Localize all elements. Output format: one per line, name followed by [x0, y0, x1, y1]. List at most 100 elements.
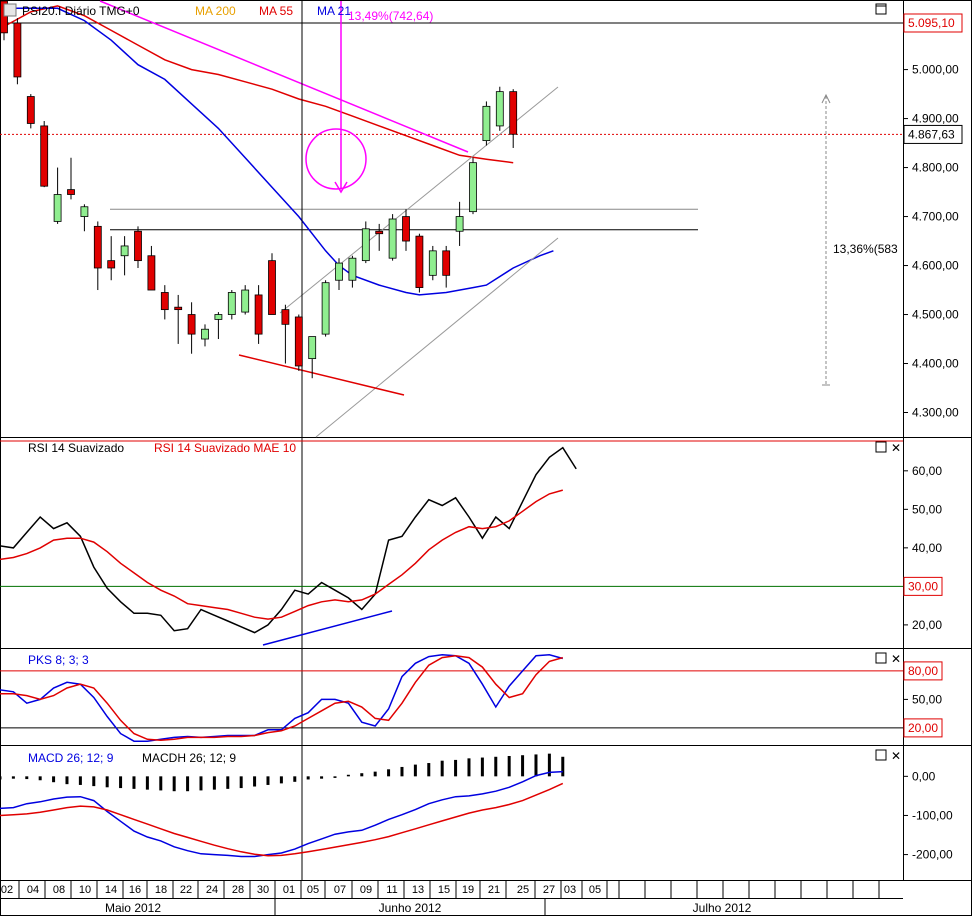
macd-histogram-bar [440, 760, 444, 777]
pks-slow-line [0, 654, 564, 742]
rsi-tick-label: 20,00 [912, 618, 942, 632]
xaxis-day-label: 10 [79, 884, 91, 896]
maximize-icon[interactable] [875, 3, 887, 15]
xaxis-day-label: 27 [543, 884, 555, 896]
measure-percent-label: 13,36%(583 [833, 242, 898, 256]
price-tick-label: 4.800,00 [912, 161, 959, 175]
rsi-signal-line [0, 489, 564, 620]
ma21-label[interactable]: MA 21 [317, 4, 351, 18]
xaxis-day-label: 15 [438, 884, 450, 896]
xaxis-day-label: 01 [283, 884, 295, 896]
macd-histogram-bar [521, 755, 525, 777]
rsi-line [0, 446, 577, 634]
macdh-label[interactable]: MACDH 26; 12; 9 [142, 751, 236, 765]
arrow-percent-label: 13,49%(742,64) [348, 9, 433, 23]
price-tick-label: 4.700,00 [912, 210, 959, 224]
chart-menu-icon[interactable] [3, 3, 17, 17]
price-tick-label: 4.900,00 [912, 112, 959, 126]
macd-histogram-bar [145, 776, 149, 790]
macd-histogram-bar [360, 773, 364, 777]
pks-level-tag-label: 20,00 [908, 721, 938, 735]
macd-label[interactable]: MACD 26; 12; 9 [28, 751, 114, 765]
macd-histogram-bar [105, 776, 109, 788]
candle-up [227, 292, 236, 315]
macd-histogram-bar [427, 763, 431, 777]
candle-down [0, 0, 8, 34]
candle-up [120, 245, 129, 257]
macd-close-icon[interactable]: ✕ [891, 749, 901, 763]
macd-histogram-bar [25, 776, 29, 780]
highlight-circle [305, 128, 367, 190]
pks-level-tag-label: 80,00 [908, 664, 938, 678]
macd-histogram-bar [480, 757, 484, 777]
macd-histogram-bar [413, 764, 417, 777]
macd-histogram-bar [0, 776, 2, 780]
candle-up [455, 216, 464, 232]
xaxis-day-label: 04 [27, 884, 39, 896]
candle-up [428, 250, 437, 276]
macd-histogram-bar [78, 776, 82, 785]
rsi-tick-label: 40,00 [912, 541, 942, 555]
candle-down [509, 91, 518, 135]
xaxis-day-label: 19 [462, 884, 474, 896]
rsi-mae-label[interactable]: RSI 14 Suavizado MAE 10 [154, 441, 296, 455]
price-tag [903, 124, 963, 144]
xaxis-day-label: 21 [488, 884, 500, 896]
candle-up [361, 228, 370, 262]
xaxis-day-label: 13 [412, 884, 424, 896]
macd-histogram-bar [400, 766, 404, 777]
macd-histogram-bar [279, 776, 283, 784]
candle-down [174, 306, 183, 311]
macd-histogram-bar [266, 776, 270, 785]
macd-histogram-bar [507, 755, 511, 777]
pks-close-icon[interactable]: ✕ [891, 652, 901, 666]
candle-down [281, 309, 290, 325]
macd-tick-label: -200,00 [912, 848, 953, 862]
macd-signal-line [0, 782, 564, 857]
xaxis-day-label: 05 [589, 884, 601, 896]
pks-maximize-icon[interactable] [875, 652, 887, 664]
candle-down [442, 250, 451, 276]
rsi-tick-label: 60,00 [912, 464, 942, 478]
macd-histogram-bar [239, 776, 243, 789]
macd-panel-header: MACD 26; 12; 9 MACDH 26; 12; 9 ✕ [28, 749, 901, 765]
xaxis-day-label: 22 [180, 884, 192, 896]
arrow-head-icon [334, 181, 348, 194]
pks-fast-line [0, 654, 563, 742]
candle-down [26, 96, 35, 124]
macd-line [0, 770, 563, 858]
price-tick-label: 4.300,00 [912, 406, 959, 420]
macd-histogram-bar [547, 753, 551, 777]
ma55-label[interactable]: MA 55 [259, 4, 293, 18]
rsi-maximize-icon[interactable] [875, 441, 887, 453]
candle-down [268, 260, 276, 315]
macd-histogram-bar [11, 776, 15, 779]
rsi-label[interactable]: RSI 14 Suavizado [28, 441, 124, 455]
ma200-label[interactable]: MA 200 [195, 4, 236, 18]
xaxis-month-label: Julho 2012 [693, 901, 752, 915]
xaxis-day-label: 16 [129, 884, 141, 896]
xaxis-day-label: 25 [517, 884, 529, 896]
price-tag-label: 4.867,63 [908, 127, 955, 141]
xaxis-day-label: 24 [206, 884, 218, 896]
pks-label[interactable]: PKS 8; 3; 3 [28, 653, 89, 667]
rsi-tick-label: 50,00 [912, 502, 942, 516]
macd-histogram-bar [293, 776, 297, 782]
macd-histogram-bar [467, 758, 471, 777]
pks-level-tag [903, 661, 943, 681]
xaxis-day-label: 02 [1, 884, 13, 896]
macd-histogram-bar [534, 754, 538, 777]
rsi-close-icon[interactable]: ✕ [891, 441, 901, 455]
xaxis-day-label: 18 [155, 884, 167, 896]
macd-maximize-icon[interactable] [875, 749, 887, 761]
candle-down [40, 125, 49, 187]
candle-down [254, 294, 263, 335]
macd-histogram-bar [454, 759, 458, 777]
symbol-label[interactable]: PSI20.I Diário TMG+0 [22, 4, 140, 18]
pks-panel-header: PKS 8; 3; 3 ✕ [28, 652, 901, 667]
macd-histogram-bar [212, 776, 216, 790]
rsi-panel-header: RSI 14 Suavizado RSI 14 Suavizado MAE 10… [28, 441, 901, 455]
candle-up [214, 314, 223, 320]
candle-up [201, 328, 209, 340]
